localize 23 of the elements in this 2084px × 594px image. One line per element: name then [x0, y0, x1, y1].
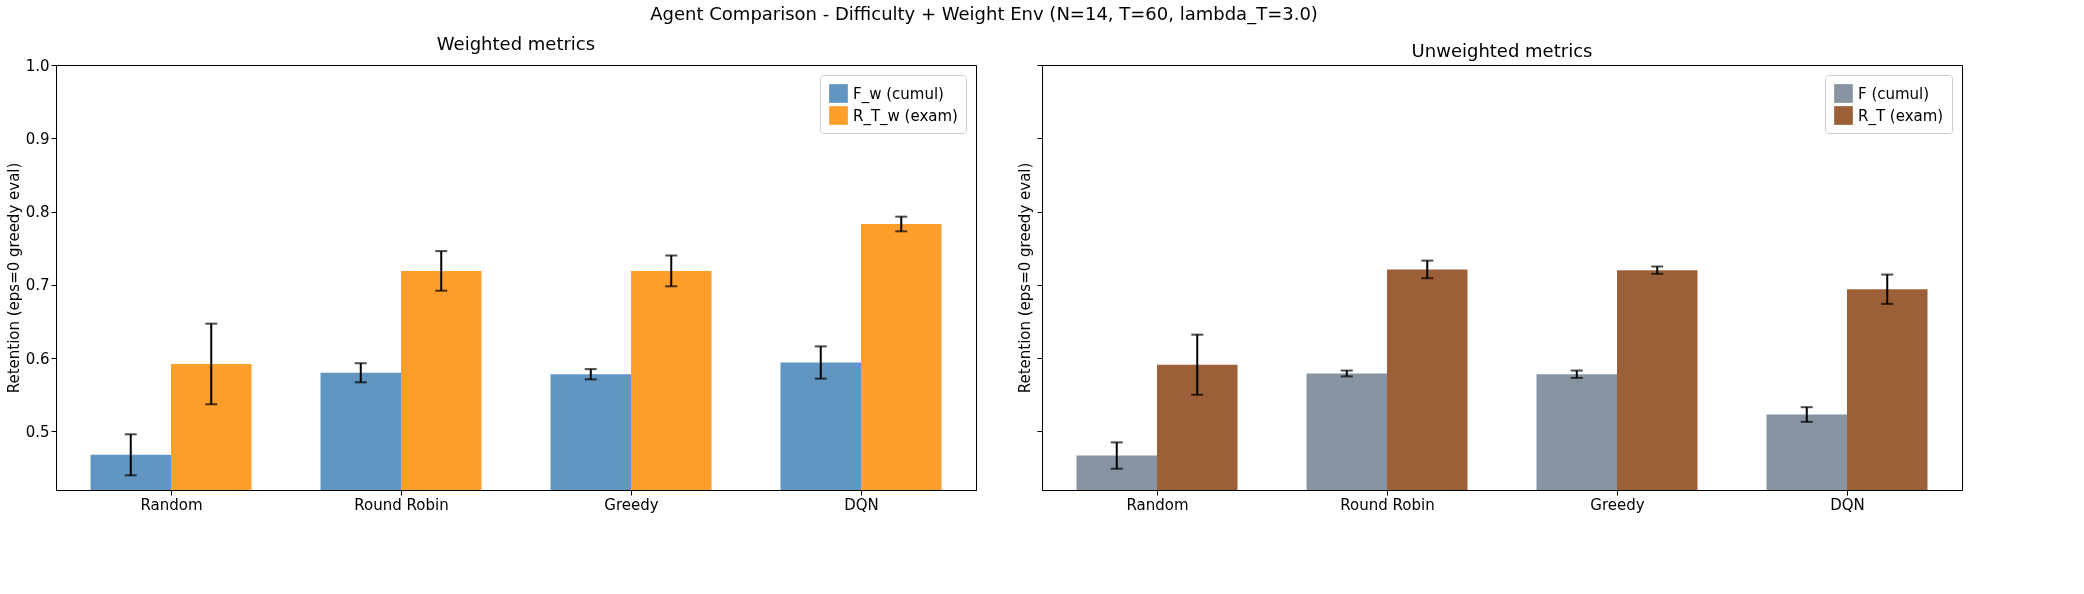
- text: Agent Comparison - Difficulty + Weight Env (N=14, T=60, lambda_T=3.0): [650, 2, 1318, 25]
- y-tick-label: 0.8: [25, 203, 50, 222]
- y-tick-label: 0.9: [25, 129, 50, 148]
- y-axis-title: Retention (eps=0 greedy eval): [4, 162, 23, 394]
- x-tick-label: Round Robin: [354, 495, 449, 514]
- x-tick-label: Random: [140, 495, 203, 514]
- x-tick-label: Random: [1126, 495, 1189, 514]
- y-tick-label: 0.5: [25, 422, 50, 441]
- chart-title: Unweighted metrics: [1411, 39, 1593, 61]
- x-tick-label: DQN: [1830, 495, 1865, 514]
- legend-label: R_T (exam): [1858, 106, 1944, 126]
- y-axis-title: Retention (eps=0 greedy eval): [1016, 162, 1034, 394]
- x-tick-label: Round Robin: [1340, 495, 1435, 514]
- x-tick-label: Greedy: [604, 495, 659, 514]
- x-tick-label: DQN: [844, 495, 879, 514]
- legend-label: R_T_w (exam): [853, 106, 958, 126]
- y-tick-label: 0.7: [25, 276, 50, 295]
- legend-label: F (cumul): [1858, 84, 1930, 103]
- legend-label: F_w (cumul): [853, 84, 944, 104]
- x-tick-label: Greedy: [1590, 495, 1645, 514]
- y-tick-label: 1.0: [25, 56, 50, 75]
- chart-title: Weighted metrics: [436, 33, 596, 54]
- y-tick-label: 0.6: [25, 349, 50, 368]
